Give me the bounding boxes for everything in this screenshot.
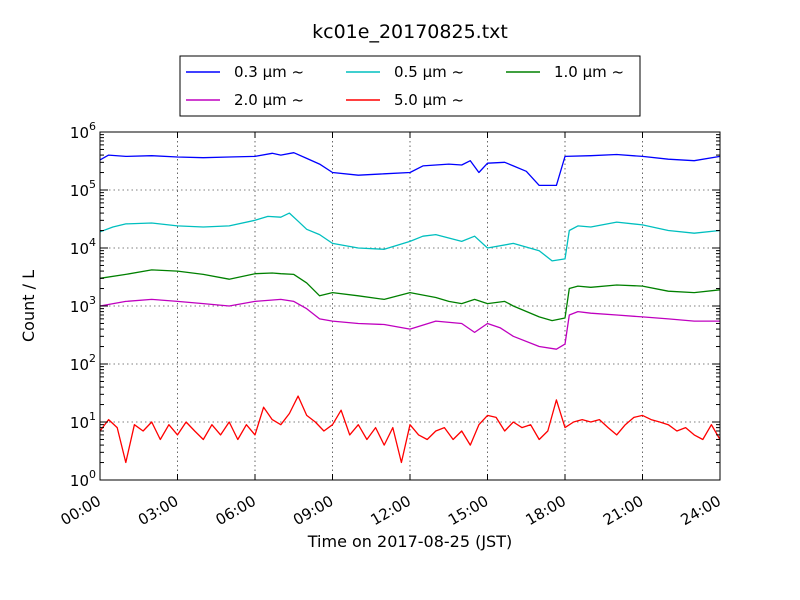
y-tick-exponent: 3 [89,294,96,307]
legend-label-4: 5.0 μm ~ [394,91,464,109]
legend-label-3: 2.0 μm ~ [234,91,304,109]
series-line-2 [99,269,721,322]
series-layer [99,152,721,464]
series-line-4 [99,395,721,464]
legend-box [179,55,641,117]
y-tick-exponent: 0 [89,468,96,481]
y-tick-exponent: 1 [89,410,96,423]
y-tick-exponent: 5 [89,178,96,191]
chart-title: kc01e_20170825.txt [312,21,508,43]
series-line-3 [99,298,720,350]
y-tick-exponent: 6 [89,120,96,133]
legend-label-0: 0.3 μm ~ [234,63,304,81]
ticks [99,131,721,481]
x-axis-label: Time on 2017-08-25 (JST) [307,532,512,551]
series-line-0 [99,152,721,187]
legend: 0.3 μm ~ 0.5 μm ~ 1.0 μm ~ 2.0 μm ~ 5.0 μm ~ [179,55,641,117]
y-tick-exponent: 4 [89,236,96,249]
legend-label-1: 0.5 μm ~ [394,63,464,81]
y-axis-label: Count / L [19,270,38,342]
y-tick-exponent: 2 [89,352,96,365]
legend-label-2: 1.0 μm ~ [554,63,624,81]
series-line-1 [99,212,721,262]
